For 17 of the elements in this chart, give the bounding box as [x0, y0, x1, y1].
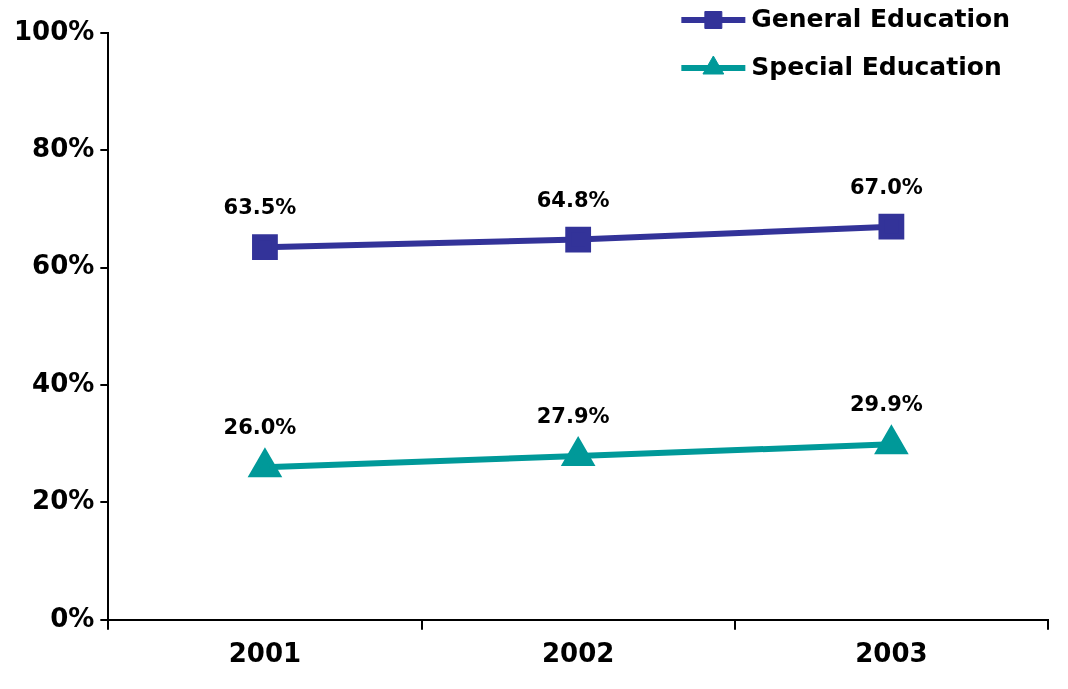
legend-label: General Education	[751, 3, 1010, 33]
y-tick-label: 60%	[32, 250, 95, 281]
y-tick-label: 80%	[32, 133, 95, 164]
data-label: 63.5%	[223, 195, 297, 220]
data-label: 29.9%	[849, 392, 923, 417]
x-tick-label: 2003	[855, 638, 928, 669]
y-tick-label: 100%	[14, 15, 95, 46]
legend-label: Special Education	[751, 51, 1002, 81]
data-label: 26.0%	[223, 415, 297, 440]
y-tick-label: 0%	[50, 602, 95, 633]
y-tick-label: 40%	[32, 367, 95, 398]
data-label: 27.9%	[536, 404, 610, 429]
y-tick-label: 20%	[32, 485, 95, 516]
x-tick-label: 2001	[228, 638, 302, 669]
data-label: 67.0%	[849, 174, 923, 199]
x-tick-label: 2002	[541, 638, 615, 669]
data-label: 64.8%	[536, 187, 610, 212]
